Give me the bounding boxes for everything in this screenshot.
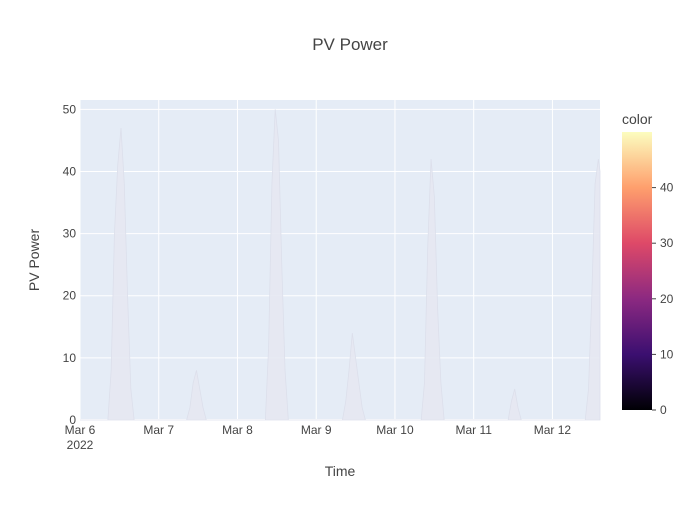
- data-point: [265, 419, 266, 420]
- y-axis-title: PV Power: [26, 229, 42, 292]
- x-tick-label: Mar 11: [455, 423, 492, 437]
- data-point: [355, 357, 356, 358]
- colorbar: [622, 132, 652, 410]
- data-point: [288, 419, 289, 420]
- colorbar-tick-label: 10: [660, 347, 674, 361]
- data-point: [193, 382, 194, 383]
- data-point: [514, 388, 515, 389]
- data-point: [358, 382, 359, 383]
- x-axis-title: Time: [325, 463, 356, 479]
- data-point: [134, 419, 135, 420]
- data-point: [284, 370, 285, 371]
- colorbar-tick-label: 30: [660, 236, 674, 250]
- data-point: [271, 183, 272, 184]
- y-tick-label: 0: [69, 413, 76, 427]
- data-point: [130, 388, 131, 389]
- data-point: [107, 419, 108, 420]
- data-point: [79, 419, 80, 420]
- data-point: [342, 419, 343, 420]
- data-point: [594, 183, 595, 184]
- data-point: [189, 407, 190, 408]
- x-tick-label: Mar 10: [376, 423, 414, 437]
- data-point: [352, 332, 353, 333]
- data-point: [444, 419, 445, 420]
- data-point: [517, 407, 518, 408]
- y-tick-label: 20: [63, 289, 77, 303]
- y-tick-label: 50: [63, 102, 77, 116]
- data-point: [186, 419, 187, 420]
- y-tick-label: 40: [63, 164, 77, 178]
- data-point: [117, 165, 118, 166]
- x-tick-label: Mar 8: [222, 423, 253, 437]
- data-point: [345, 401, 346, 402]
- pv-power-area: [80, 109, 601, 421]
- data-point: [440, 382, 441, 383]
- x-tick-label: Mar 7: [143, 423, 174, 437]
- data-point: [202, 407, 203, 408]
- data-point: [365, 419, 366, 420]
- data-point: [281, 264, 282, 265]
- data-point: [196, 370, 197, 371]
- data-point: [424, 382, 425, 383]
- plot-background: [80, 100, 600, 420]
- y-tick-label: 30: [63, 227, 77, 241]
- data-point: [421, 419, 422, 420]
- data-point: [199, 388, 200, 389]
- data-point: [585, 419, 586, 420]
- colorbar-tick-label: 0: [660, 403, 667, 417]
- data-point: [508, 419, 509, 420]
- colorbar-tick-label: 40: [660, 181, 674, 195]
- data-point: [362, 407, 363, 408]
- x-tick-sublabel: 2022: [67, 438, 94, 452]
- data-point: [591, 295, 592, 296]
- data-point: [511, 401, 512, 402]
- chart-title: PV Power: [312, 35, 388, 54]
- series-layer: [79, 109, 601, 421]
- data-point: [275, 109, 276, 110]
- colorbar-title: color: [622, 111, 653, 127]
- data-point: [598, 158, 599, 159]
- data-point: [427, 245, 428, 246]
- colorbar-ticks: 0 10 20 30 40: [652, 181, 674, 417]
- data-point: [437, 308, 438, 309]
- data-point: [114, 233, 115, 234]
- data-point: [599, 171, 600, 172]
- y-tick-labels: 0 10 20 30 40 50: [63, 102, 77, 427]
- x-tick-label: Mar 6: [65, 423, 96, 437]
- data-point: [127, 295, 128, 296]
- y-tick-label: 10: [63, 351, 77, 365]
- data-point: [206, 419, 207, 420]
- data-point: [278, 140, 279, 141]
- x-tick-label: Mar 12: [534, 423, 572, 437]
- data-point: [124, 183, 125, 184]
- data-point: [588, 388, 589, 389]
- data-point: [268, 345, 269, 346]
- data-point: [521, 419, 522, 420]
- x-tick-label: Mar 9: [301, 423, 332, 437]
- grid-layer: [79, 100, 600, 421]
- data-point: [434, 196, 435, 197]
- colorbar-tick-label: 20: [660, 292, 674, 306]
- data-point: [430, 158, 431, 159]
- data-point: [348, 370, 349, 371]
- data-point: [111, 370, 112, 371]
- data-point: [120, 127, 121, 128]
